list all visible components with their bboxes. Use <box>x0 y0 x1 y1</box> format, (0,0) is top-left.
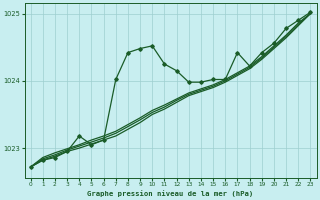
X-axis label: Graphe pression niveau de la mer (hPa): Graphe pression niveau de la mer (hPa) <box>87 190 254 197</box>
